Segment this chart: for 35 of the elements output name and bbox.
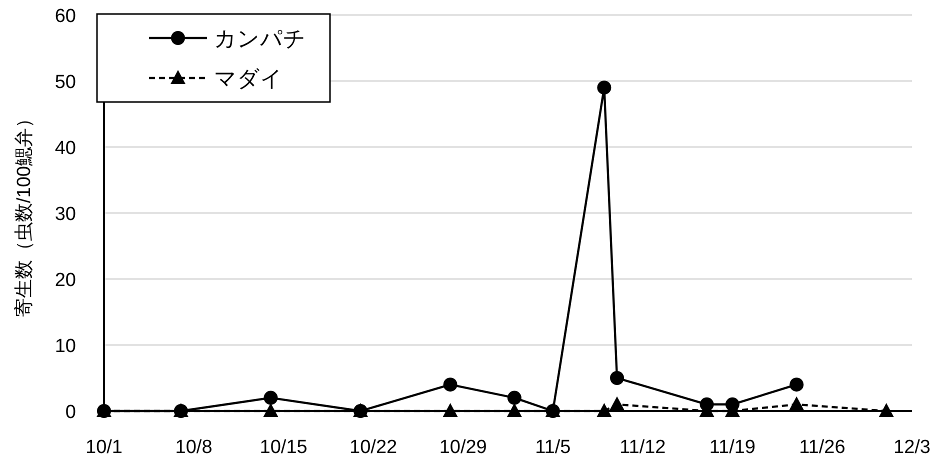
- point: [790, 378, 804, 392]
- point: [442, 403, 458, 417]
- legend-label: カンパチ: [214, 26, 306, 51]
- point: [596, 403, 612, 417]
- legend-label: マダイ: [214, 66, 283, 91]
- x-tick-label: 10/22: [350, 437, 398, 458]
- point: [597, 80, 612, 95]
- point: [263, 403, 278, 417]
- x-tick-label: 11/26: [799, 437, 846, 458]
- y-tick-label: 60: [54, 6, 76, 27]
- x-tick-label: 11/12: [620, 437, 666, 458]
- x-tick-label: 12/3: [894, 437, 930, 458]
- point: [264, 390, 278, 405]
- x-tick-label: 11/19: [709, 437, 756, 458]
- x-tick-label: 10/15: [260, 437, 308, 458]
- x-tick-label: 10/8: [175, 437, 212, 458]
- point: [443, 378, 458, 392]
- point: [507, 390, 522, 405]
- point: [789, 396, 804, 410]
- x-tick-label: 11/5: [535, 437, 571, 458]
- point: [700, 397, 714, 412]
- point: [878, 403, 894, 417]
- y-tick-label: 0: [65, 402, 76, 423]
- y-tick-label: 40: [54, 138, 76, 159]
- point: [610, 371, 624, 385]
- x-tick-label: 10/1: [86, 437, 122, 458]
- x-tick-label: 10/29: [439, 437, 487, 458]
- y-tick-label: 30: [54, 204, 76, 225]
- point: [725, 397, 740, 412]
- y-tick-label: 50: [54, 72, 76, 93]
- y-axis-title: 寄生数（虫数/100鰓弁）: [13, 109, 35, 317]
- point: [506, 403, 522, 417]
- point: [610, 396, 625, 410]
- y-tick-label: 10: [54, 336, 76, 357]
- y-tick-label: 20: [54, 270, 76, 291]
